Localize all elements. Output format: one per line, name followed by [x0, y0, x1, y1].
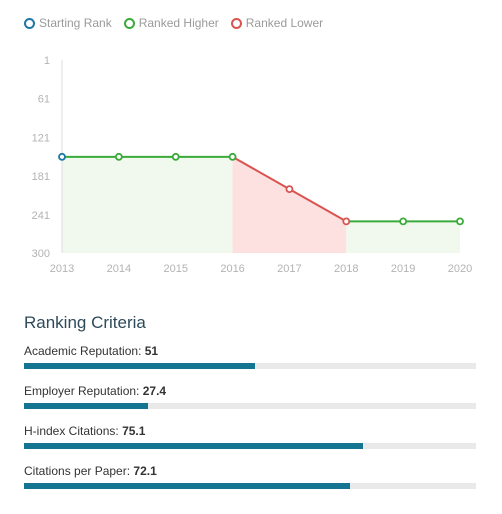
legend-label-starting-rank: Starting Rank — [39, 16, 112, 30]
x-tick-label: 2019 — [391, 263, 415, 275]
legend-label-ranked-higher: Ranked Higher — [138, 16, 219, 30]
criteria-list: Academic Reputation: 51 Employer Reputat… — [24, 343, 476, 503]
y-tick-label: 121 — [32, 132, 50, 144]
criteria-bar-track — [24, 443, 476, 449]
legend-label-ranked-lower: Ranked Lower — [245, 16, 324, 30]
x-tick-label: 2013 — [50, 263, 74, 275]
x-tick-label: 2020 — [448, 263, 472, 275]
x-tick-label: 2016 — [220, 263, 244, 275]
y-tick-label: 1 — [44, 55, 50, 67]
y-tick-label: 300 — [32, 248, 50, 260]
criteria-item-citations-per-paper: Citations per Paper: 72.1 — [24, 463, 476, 503]
x-tick-label: 2015 — [163, 263, 187, 275]
area-fill-2013 — [62, 156, 119, 253]
legend-item-starting-rank[interactable]: Starting Rank — [24, 16, 112, 30]
legend-marker-starting-rank — [24, 17, 35, 29]
criteria-label: Academic Reputation: — [24, 344, 142, 358]
chart-legend: Starting Rank Ranked Higher Ranked Lower — [24, 16, 323, 30]
legend-item-ranked-lower[interactable]: Ranked Lower — [230, 16, 324, 30]
criteria-bar-fill — [24, 483, 350, 489]
criteria-value: 72.1 — [133, 464, 157, 478]
area-fill-2015 — [175, 156, 233, 253]
criteria-bar-track — [24, 363, 476, 369]
criteria-label: Employer Reputation: — [24, 384, 140, 398]
x-tick-label: 2014 — [107, 263, 131, 275]
criteria-value: 27.4 — [142, 384, 167, 398]
data-point-2016 — [228, 152, 237, 161]
criteria-bar-track — [24, 403, 476, 409]
criteria-label: Citations per Paper: — [24, 464, 131, 478]
data-point-2014 — [114, 152, 123, 161]
data-point-2015 — [171, 152, 180, 161]
data-point-2017 — [285, 185, 294, 193]
area-fill-2017 — [289, 189, 347, 253]
legend-marker-ranked-lower — [230, 17, 242, 29]
legend-marker-ranked-higher — [123, 17, 135, 29]
ranking-criteria-section: Ranking Criteria Academic Reputation: 51… — [24, 313, 476, 503]
area-fill-2019 — [403, 221, 460, 253]
criteria-item-h-index-citations: H-index Citations: 75.1 — [24, 423, 476, 463]
data-point-2013 — [58, 152, 66, 161]
criteria-label: H-index Citations: — [24, 424, 119, 438]
series-line-segment — [288, 188, 347, 223]
area-fill-2016 — [232, 156, 290, 253]
y-tick-label: 61 — [38, 94, 50, 106]
data-point-2019 — [399, 217, 408, 226]
data-point-2018 — [342, 217, 351, 226]
criteria-item-employer-reputation: Employer Reputation: 27.4 — [24, 383, 476, 423]
criteria-bar-fill — [24, 443, 364, 449]
criteria-bar-fill — [24, 363, 255, 369]
legend-item-ranked-higher[interactable]: Ranked Higher — [123, 16, 219, 30]
criteria-bar-fill — [24, 403, 148, 409]
criteria-item-academic-reputation: Academic Reputation: 51 — [24, 343, 476, 383]
y-tick-label: 241 — [32, 210, 50, 222]
criteria-title: Ranking Criteria — [24, 313, 146, 332]
criteria-bar-track — [24, 483, 476, 489]
criteria-value: 75.1 — [122, 424, 146, 438]
x-tick-label: 2018 — [334, 263, 358, 275]
series-line-segment — [232, 155, 290, 190]
x-tick-label: 2017 — [277, 263, 301, 275]
y-tick-label: 181 — [32, 171, 50, 183]
data-point-2020 — [456, 217, 464, 226]
area-fill-2018 — [346, 221, 404, 253]
area-fill-2014 — [118, 156, 176, 253]
criteria-value: 51 — [144, 344, 159, 358]
